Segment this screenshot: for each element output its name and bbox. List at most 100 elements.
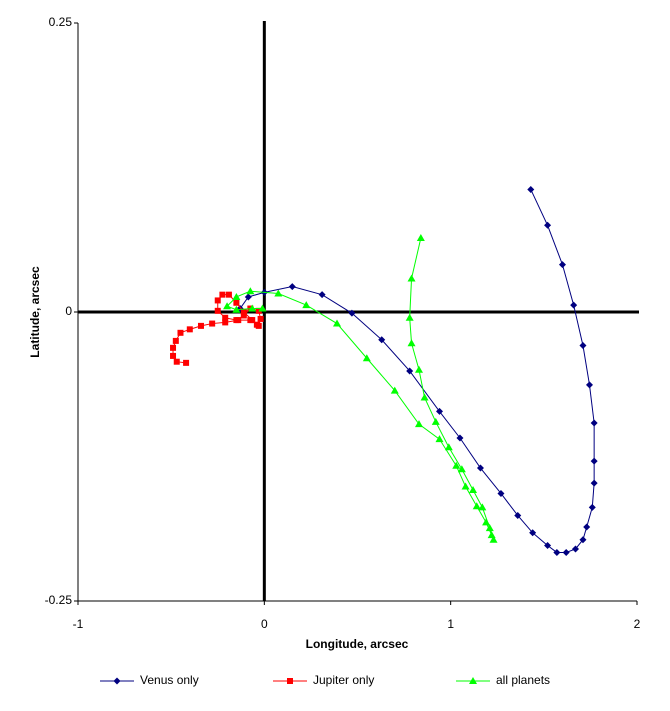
data-point xyxy=(544,221,552,229)
data-point xyxy=(170,352,177,359)
data-point xyxy=(590,479,598,487)
series-line xyxy=(226,237,494,540)
data-point xyxy=(461,482,470,490)
data-point xyxy=(435,407,443,415)
data-point xyxy=(219,291,226,298)
legend-label: all planets xyxy=(496,673,550,687)
legend-marker xyxy=(469,677,477,684)
data-point xyxy=(209,320,216,327)
data-point xyxy=(240,309,247,315)
data-point xyxy=(444,443,453,451)
data-point xyxy=(222,314,229,321)
data-point xyxy=(416,234,425,242)
legend-marker xyxy=(113,677,121,685)
series-line xyxy=(239,189,595,553)
data-point xyxy=(232,305,241,313)
data-point xyxy=(478,503,487,511)
data-point xyxy=(406,367,414,375)
data-point xyxy=(257,315,264,322)
data-point xyxy=(214,307,221,314)
data-point xyxy=(585,381,593,389)
data-point xyxy=(378,336,386,344)
data-point xyxy=(249,317,256,324)
data-point xyxy=(529,529,537,537)
data-point xyxy=(288,283,296,291)
data-point xyxy=(225,291,232,298)
data-point xyxy=(177,329,184,336)
data-point xyxy=(302,301,311,309)
data-point xyxy=(348,309,356,317)
data-point xyxy=(414,365,423,373)
data-point xyxy=(223,302,232,310)
data-point xyxy=(590,457,598,465)
data-point xyxy=(485,524,494,532)
data-point xyxy=(590,419,598,427)
data-point xyxy=(362,354,371,362)
y-tick-label: -0.25 xyxy=(45,593,73,607)
legend-label: Jupiter only xyxy=(313,673,374,687)
data-point xyxy=(333,319,342,327)
data-point xyxy=(431,417,440,425)
legend-marker xyxy=(287,678,293,684)
data-point xyxy=(173,358,180,365)
data-point xyxy=(497,489,505,497)
data-point xyxy=(457,465,466,473)
data-point xyxy=(258,304,267,312)
data-point xyxy=(579,342,587,350)
data-point xyxy=(562,548,570,556)
y-axis-title: Latitude, arcsec xyxy=(28,266,42,358)
data-point xyxy=(456,434,464,442)
data-point xyxy=(487,531,496,539)
data-point xyxy=(246,287,255,295)
data-point xyxy=(588,503,596,511)
data-point xyxy=(244,293,252,301)
data-point xyxy=(527,185,535,193)
data-point xyxy=(183,359,190,366)
data-point xyxy=(222,319,229,326)
y-tick-label: 0.25 xyxy=(49,15,73,29)
data-point xyxy=(172,337,179,344)
x-tick-label: -1 xyxy=(73,617,84,631)
data-point xyxy=(186,326,193,333)
x-axis-title: Longitude, arcsec xyxy=(306,637,409,651)
data-point xyxy=(407,339,416,347)
data-point xyxy=(214,297,221,304)
data-point xyxy=(570,301,578,309)
data-point xyxy=(553,548,561,556)
data-point xyxy=(452,461,461,469)
data-point xyxy=(274,289,283,297)
data-point xyxy=(579,536,587,544)
data-point xyxy=(405,313,414,321)
data-point xyxy=(407,274,416,282)
data-point xyxy=(514,511,522,519)
x-tick-label: 0 xyxy=(261,617,268,631)
data-point xyxy=(240,312,247,319)
data-point xyxy=(232,292,241,300)
data-point xyxy=(318,291,326,299)
data-point xyxy=(572,545,580,553)
data-point xyxy=(482,518,491,526)
data-point xyxy=(435,435,444,443)
data-point xyxy=(558,261,566,269)
series-line xyxy=(172,294,262,364)
data-point xyxy=(253,321,260,328)
y-tick-label: 0 xyxy=(65,304,72,318)
data-point xyxy=(248,304,257,312)
data-point xyxy=(414,420,423,428)
data-point xyxy=(233,299,240,306)
data-point xyxy=(469,486,478,494)
data-point xyxy=(544,542,552,550)
x-tick-label: 2 xyxy=(634,617,641,631)
x-tick-label: 1 xyxy=(447,617,454,631)
legend-label: Venus only xyxy=(140,673,199,687)
data-point xyxy=(476,464,484,472)
data-point xyxy=(390,386,399,394)
data-point xyxy=(170,344,177,351)
data-point xyxy=(197,322,204,329)
data-point xyxy=(583,523,591,531)
data-point xyxy=(489,535,498,543)
data-point xyxy=(255,307,262,314)
data-point xyxy=(472,502,481,510)
